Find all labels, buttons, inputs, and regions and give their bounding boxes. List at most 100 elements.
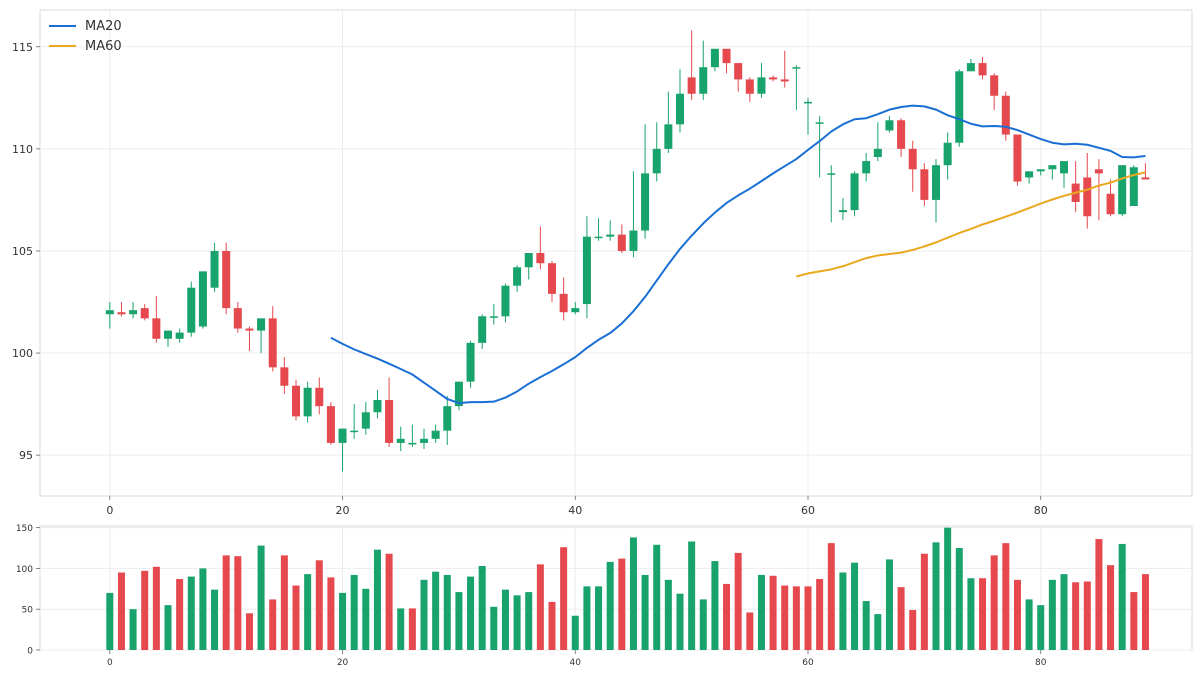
candle-body <box>1013 134 1022 182</box>
volume-bar <box>455 592 463 650</box>
volume-bar <box>653 544 661 650</box>
volume-bar <box>595 586 603 650</box>
candle-body <box>536 253 545 264</box>
candles <box>105 30 1150 472</box>
candle-body <box>361 412 370 429</box>
volume-bar <box>536 564 544 650</box>
volume-bar <box>397 608 405 650</box>
price-grid <box>40 10 1192 496</box>
volume-bar <box>816 579 824 650</box>
candle-body <box>687 77 696 94</box>
candle-body <box>443 406 452 431</box>
price-y-tick-label: 105 <box>12 245 33 258</box>
volume-bar <box>350 574 358 650</box>
volume-bar <box>618 558 626 650</box>
candle-body <box>454 381 463 407</box>
volume-bar <box>944 527 952 650</box>
candle-body <box>420 438 428 443</box>
volume-x-tick-label: 60 <box>802 658 814 668</box>
volume-bar <box>408 608 416 650</box>
candle-body <box>722 48 731 64</box>
volume-bar <box>583 586 591 650</box>
candle-body <box>303 387 312 417</box>
volume-bar <box>164 605 172 650</box>
volume-bar <box>827 543 835 650</box>
ma-line-ma20 <box>330 104 1146 405</box>
candle-body <box>268 318 277 368</box>
candle-body <box>757 77 766 94</box>
price-y-tick-label: 95 <box>19 449 33 462</box>
volume-bar <box>792 586 800 650</box>
volume-x-tick-label: 0 <box>107 658 113 668</box>
volume-bar <box>373 549 381 650</box>
volume-grid <box>40 526 1192 651</box>
candle-body <box>1118 165 1127 215</box>
volume-y-tick-label: 100 <box>16 565 33 575</box>
candle-body <box>164 330 172 339</box>
candle-body <box>990 75 999 96</box>
volume-bar <box>1141 574 1149 650</box>
volume-bar <box>199 568 207 650</box>
legend-label-ma20: MA20 <box>85 19 122 34</box>
candle-body <box>943 142 952 166</box>
volume-bar <box>757 574 765 650</box>
volume-bar <box>664 579 672 650</box>
candle-body <box>908 148 917 170</box>
candle-body <box>559 293 568 313</box>
volume-bar <box>490 606 498 650</box>
volume-bar <box>874 614 882 650</box>
volume-bar <box>106 592 114 650</box>
candle-body <box>1141 177 1150 180</box>
volume-bar <box>1002 543 1010 650</box>
volume-bar <box>932 542 940 650</box>
candle-body <box>292 385 300 417</box>
volume-bar <box>1048 579 1056 650</box>
volume-bar <box>885 559 893 650</box>
candle-body <box>838 210 847 213</box>
candle-body <box>769 77 778 80</box>
volume-bar <box>211 589 219 650</box>
price-y-tick-label: 115 <box>12 41 33 54</box>
price-panel: 95 100 105 110 115 0 20 40 60 80 MA20 MA60 <box>12 9 1193 517</box>
volume-x-ticks: 0 20 40 60 80 <box>107 650 1047 668</box>
volume-bar <box>979 578 987 650</box>
candle-body <box>955 71 964 143</box>
volume-bar <box>1072 582 1080 650</box>
volume-bar <box>478 565 486 650</box>
price-y-tick-label: 100 <box>12 347 33 360</box>
candle-body <box>373 400 382 413</box>
volume-bar <box>804 586 812 650</box>
candle-body <box>629 230 638 251</box>
candle-body <box>827 173 836 175</box>
volume-bar <box>525 592 533 650</box>
candle-body <box>1129 167 1138 207</box>
volume-bar <box>723 583 731 650</box>
candle-body <box>129 310 138 315</box>
candle-body <box>710 48 719 68</box>
volume-bar <box>920 553 928 650</box>
candle-body <box>280 367 289 386</box>
volume-bar <box>699 599 707 650</box>
candle-body <box>664 124 673 149</box>
volume-bar <box>955 548 963 650</box>
candle-body <box>978 63 987 76</box>
candle-body <box>873 148 882 158</box>
candle-body <box>804 101 812 104</box>
candle-body <box>745 79 754 94</box>
candle-body <box>222 250 231 309</box>
candle-body <box>734 63 743 80</box>
volume-bar <box>420 579 428 650</box>
candle-body <box>780 79 789 82</box>
volume-bar <box>432 571 440 650</box>
volume-bar <box>1025 599 1033 650</box>
volume-bar <box>513 595 521 650</box>
volume-bar <box>176 579 184 650</box>
volume-bar <box>117 572 125 650</box>
legend: MA20 MA60 <box>49 19 122 54</box>
volume-bar <box>315 560 323 650</box>
candle-body <box>198 271 207 327</box>
volume-bar <box>222 555 230 650</box>
price-x-tick-label: 0 <box>106 504 113 517</box>
